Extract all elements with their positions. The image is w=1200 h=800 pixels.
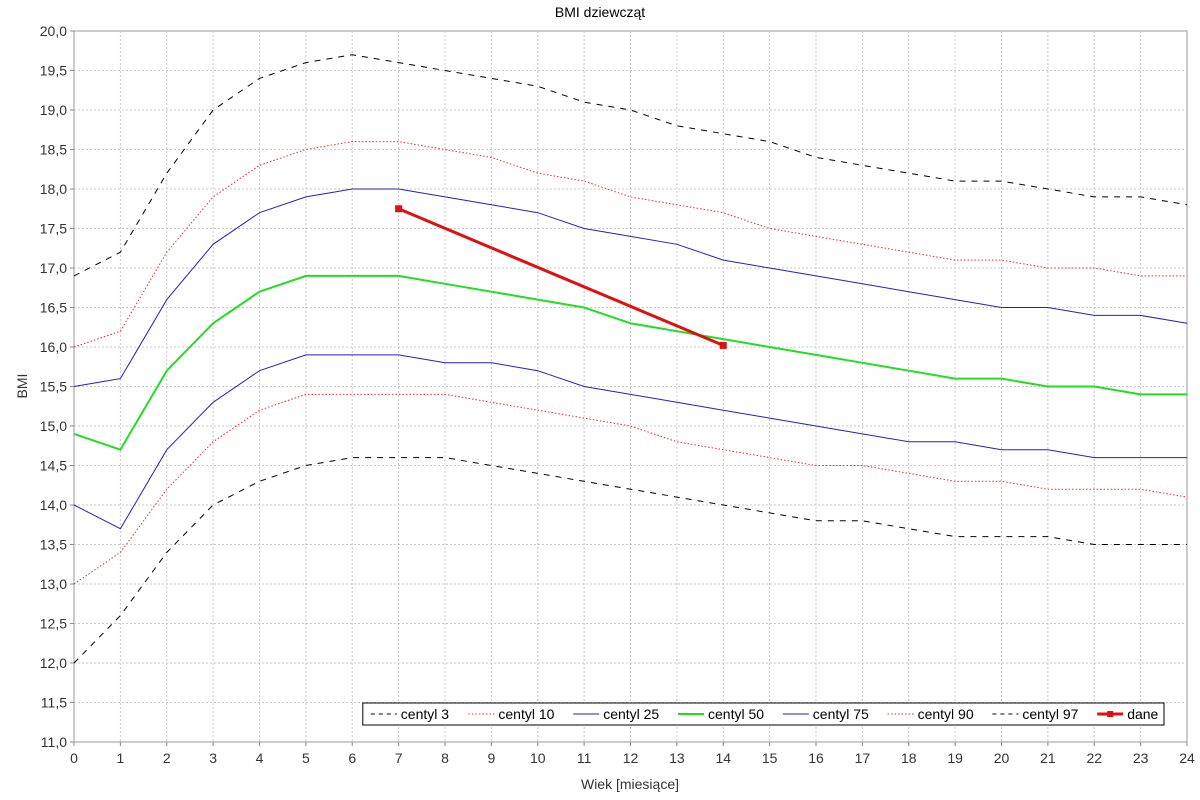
y-tick-label: 15,5 bbox=[40, 379, 67, 395]
legend-label: centyl 90 bbox=[918, 706, 974, 722]
x-tick-label: 4 bbox=[256, 750, 264, 766]
x-tick-label: 16 bbox=[808, 750, 824, 766]
series-line-centyl-75 bbox=[73, 188, 1188, 387]
y-tick-label: 17,5 bbox=[40, 221, 67, 237]
legend-label: centyl 50 bbox=[708, 706, 764, 722]
y-tick-label: 11,5 bbox=[41, 695, 67, 711]
y-tick-label: 19,0 bbox=[40, 102, 67, 118]
x-tick-label: 9 bbox=[487, 750, 495, 766]
x-tick-label: 18 bbox=[901, 750, 917, 766]
data-series bbox=[395, 205, 727, 349]
legend-label: centyl 10 bbox=[498, 706, 554, 722]
y-tick-label: 17,0 bbox=[40, 260, 67, 276]
x-tick-label: 0 bbox=[70, 750, 78, 766]
x-axis-ticks: 0 1 2 3 4 5 6 7 8 9 10 11 12 13 14 15 16 17 18 19 20 21 22 23 24 bbox=[70, 742, 1195, 766]
x-tick-label: 22 bbox=[1086, 750, 1102, 766]
y-tick-label: 11,0 bbox=[41, 734, 67, 750]
chart-title: BMI dziewcząt bbox=[555, 4, 645, 20]
legend-box bbox=[362, 702, 1165, 726]
y-tick-label: 18,0 bbox=[40, 181, 67, 197]
series-line-centyl-97 bbox=[73, 54, 1188, 277]
series-lines bbox=[73, 54, 1188, 664]
y-tick-label: 20,0 bbox=[40, 23, 67, 39]
x-tick-label: 11 bbox=[577, 750, 592, 766]
y-axis-label: BMI bbox=[14, 374, 30, 399]
x-tick-label: 10 bbox=[530, 750, 546, 766]
x-tick-label: 7 bbox=[395, 750, 403, 766]
series-line-centyl-10 bbox=[73, 393, 1188, 585]
legend-label: centyl 25 bbox=[603, 706, 659, 722]
y-tick-label: 13,0 bbox=[40, 576, 67, 592]
x-tick-label: 5 bbox=[302, 750, 310, 766]
y-tick-label: 14,5 bbox=[40, 458, 67, 474]
series-line-centyl-3 bbox=[73, 457, 1187, 664]
data-point bbox=[719, 341, 727, 349]
y-tick-label: 18,5 bbox=[40, 142, 67, 158]
data-line bbox=[398, 207, 724, 347]
y-tick-label: 14,0 bbox=[40, 497, 67, 513]
y-tick-label: 12,0 bbox=[40, 655, 67, 671]
legend: centyl 3 centyl 10 centyl 25 centyl 50 centy… bbox=[362, 702, 1165, 726]
x-tick-label: 20 bbox=[994, 750, 1010, 766]
series-line-centyl-50 bbox=[73, 274, 1187, 451]
y-tick-label: 19,5 bbox=[40, 63, 67, 79]
x-tick-label: 3 bbox=[209, 750, 217, 766]
legend-label: centyl 75 bbox=[813, 706, 869, 722]
x-tick-label: 6 bbox=[348, 750, 356, 766]
x-tick-label: 24 bbox=[1179, 750, 1195, 766]
x-tick-label: 13 bbox=[669, 750, 685, 766]
y-tick-label: 16,5 bbox=[40, 300, 67, 316]
y-tick-label: 12,5 bbox=[40, 616, 67, 632]
legend-label: dane bbox=[1127, 706, 1158, 722]
grid-lines bbox=[74, 31, 1187, 742]
data-point bbox=[395, 205, 403, 213]
y-tick-label: 13,5 bbox=[40, 537, 67, 553]
x-tick-label: 2 bbox=[163, 750, 171, 766]
x-tick-label: 14 bbox=[715, 750, 731, 766]
y-tick-label: 15,0 bbox=[40, 418, 67, 434]
x-tick-label: 12 bbox=[623, 750, 639, 766]
x-tick-label: 15 bbox=[762, 750, 778, 766]
x-tick-label: 19 bbox=[947, 750, 963, 766]
x-tick-label: 8 bbox=[441, 750, 449, 766]
y-tick-label: 16,0 bbox=[40, 339, 67, 355]
x-axis-label: Wiek [miesiące] bbox=[581, 776, 679, 792]
series-line-centyl-25 bbox=[73, 354, 1187, 530]
legend-label: centyl 97 bbox=[1022, 706, 1078, 722]
x-tick-label: 17 bbox=[855, 750, 871, 766]
legend-marker bbox=[1107, 711, 1114, 717]
x-tick-label: 23 bbox=[1133, 750, 1149, 766]
x-tick-label: 21 bbox=[1040, 750, 1056, 766]
y-axis-ticks: 11,0 11,5 12,0 12,5 13,0 13,5 14,0 14,5 15,0 15,5… bbox=[40, 23, 74, 750]
x-tick-label: 1 bbox=[116, 750, 124, 766]
legend-label: centyl 3 bbox=[401, 706, 449, 722]
